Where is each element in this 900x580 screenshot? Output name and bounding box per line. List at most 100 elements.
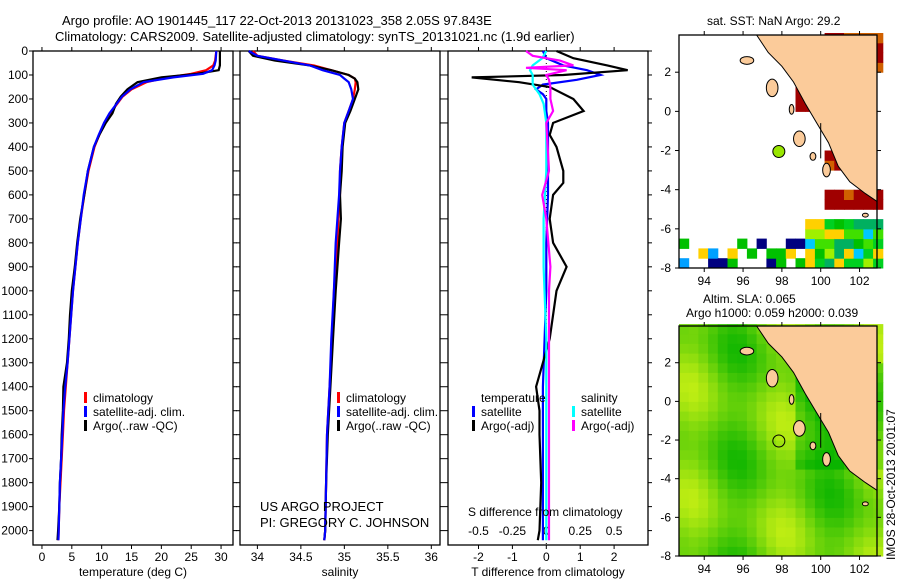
sla-cell xyxy=(766,527,777,538)
sla-cell xyxy=(795,498,806,509)
y-tick-label: 1100 xyxy=(2,308,28,322)
sla-cell xyxy=(824,536,835,547)
sla-cell xyxy=(853,507,864,518)
sla-cell xyxy=(756,488,767,499)
legend-swatch-red xyxy=(84,392,87,403)
sla-cell xyxy=(727,391,738,402)
lat-tick-label: -6 xyxy=(660,222,671,236)
y-tick-label: 600 xyxy=(8,188,28,202)
sla-cell xyxy=(717,420,728,431)
sst-cell xyxy=(844,219,855,230)
sla-cell xyxy=(785,459,796,470)
s-difference-label: S difference from climatology xyxy=(468,505,623,519)
sla-cell xyxy=(785,430,796,441)
sst-cell xyxy=(844,228,855,240)
s-tick-label: -0.25 xyxy=(499,524,527,538)
x-axis-label: temperature (deg C) xyxy=(79,565,187,579)
sst-cell xyxy=(873,199,884,210)
lon-tick-label: 96 xyxy=(736,562,750,576)
sla-cell xyxy=(824,517,835,528)
sla-cell xyxy=(785,382,796,393)
sla-cell xyxy=(805,469,816,480)
sla-cell xyxy=(756,459,767,470)
sst-cell xyxy=(766,248,777,259)
y-tick-label: 1900 xyxy=(1,500,28,514)
legend-label: satellite-adj. clim. xyxy=(93,405,186,419)
sla-cell xyxy=(776,362,787,373)
sla-cell xyxy=(805,430,816,441)
sst-cell xyxy=(863,199,874,210)
sla-cell xyxy=(776,517,787,528)
sla-cell xyxy=(795,469,806,480)
sst-cell xyxy=(766,258,777,269)
sla-cell xyxy=(863,536,874,547)
sst-cell xyxy=(863,219,874,230)
sst-cell xyxy=(873,52,884,63)
sla-cell xyxy=(873,478,884,489)
sla-cell xyxy=(698,440,709,451)
sla-cell xyxy=(688,353,699,364)
sst-cell xyxy=(814,248,826,259)
sla-cell xyxy=(814,536,826,547)
sst-cell xyxy=(795,101,806,112)
sst-cell xyxy=(727,248,738,259)
sst-cell xyxy=(853,199,864,210)
sla-cell xyxy=(756,498,767,509)
sla-cell xyxy=(688,382,699,393)
sla-cell xyxy=(814,430,826,441)
sla-cell xyxy=(708,498,719,509)
sla-cell xyxy=(805,401,816,412)
sla-cell xyxy=(814,459,826,470)
sla-cell xyxy=(776,507,787,518)
sla-cell xyxy=(766,430,777,441)
sla-cell xyxy=(863,517,874,528)
sla-cell xyxy=(766,536,777,547)
sla-cell xyxy=(785,527,796,538)
y-tick-label: 900 xyxy=(8,260,28,274)
sla-cell xyxy=(756,411,767,422)
land-island xyxy=(809,152,817,161)
sla-cell xyxy=(737,362,748,373)
sla-cell xyxy=(873,420,884,431)
sla-cell xyxy=(717,517,728,528)
salinity-legend: climatology satellite-adj. clim. Argo(..… xyxy=(337,391,438,433)
sla-cell xyxy=(708,440,719,451)
y-tick-label: 0 xyxy=(21,44,28,58)
sla-cell xyxy=(737,333,748,344)
sla-cell xyxy=(679,498,690,509)
sla-cell xyxy=(795,527,806,538)
sla-cell xyxy=(717,362,728,373)
sla-cell xyxy=(679,324,690,335)
sla-cell xyxy=(698,372,709,383)
sla-cell xyxy=(737,459,748,470)
sla-cell xyxy=(814,498,826,509)
sst-map xyxy=(678,33,884,269)
sla-cell xyxy=(795,459,806,470)
sla-cell xyxy=(737,498,748,509)
sla-cell xyxy=(708,469,719,480)
sla-cell xyxy=(756,362,767,373)
sla-cell xyxy=(795,546,806,557)
sst-cell xyxy=(873,42,884,54)
sla-cell xyxy=(776,488,787,499)
lon-tick-label: 102 xyxy=(850,274,870,288)
lat-tick-label: 0 xyxy=(664,104,671,118)
sla-cell xyxy=(698,430,709,441)
sla-map xyxy=(678,324,884,557)
sla-cell xyxy=(737,440,748,451)
sst-cell xyxy=(863,248,874,259)
sla-cell xyxy=(766,469,777,480)
x-tick-label: 1 xyxy=(577,550,584,564)
sst-cell xyxy=(824,228,835,240)
legend-swatch-magenta xyxy=(572,420,575,431)
sla-cell xyxy=(805,488,816,499)
sla-cell xyxy=(805,411,816,422)
sla-cell xyxy=(873,488,884,499)
sst-cell xyxy=(756,238,767,249)
sla-cell xyxy=(756,449,767,460)
sla-cell xyxy=(717,440,728,451)
sla-cell xyxy=(679,430,690,441)
sla-cell xyxy=(679,382,690,393)
sla-cell xyxy=(873,353,884,364)
sla-cell xyxy=(834,469,845,480)
